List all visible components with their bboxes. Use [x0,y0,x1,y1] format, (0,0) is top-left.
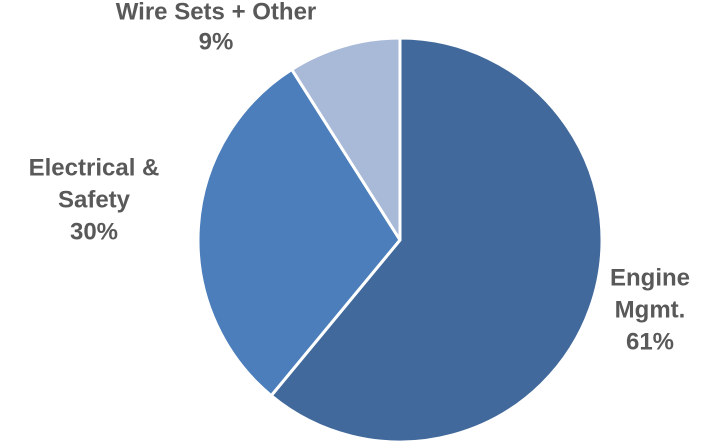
slice-percent: 30% [70,218,118,245]
pie-slice-3 [290,36,402,242]
slice-name-line: Electrical & [29,154,160,181]
slice-label-2: Electrical & Safety 30% [29,154,160,245]
slice-percent: 61% [626,328,674,355]
slice-name-line: Engine [610,264,690,291]
pie-slice-1 [269,36,604,443]
slice-label-3: Wire Sets + Other 9% [116,0,317,55]
slice-percent: 9% [199,28,234,55]
slice-name-line: Safety [58,186,131,213]
slice-name-line: Wire Sets + Other [116,0,317,25]
pie-slice-2 [196,67,402,398]
pie-slices [196,36,604,443]
slice-name-line: Mgmt. [615,296,686,323]
pie-labels: Engine Mgmt. 61% Electrical & Safety 30% Wire … [29,0,690,355]
slice-label-1: Engine Mgmt. 61% [610,264,690,355]
